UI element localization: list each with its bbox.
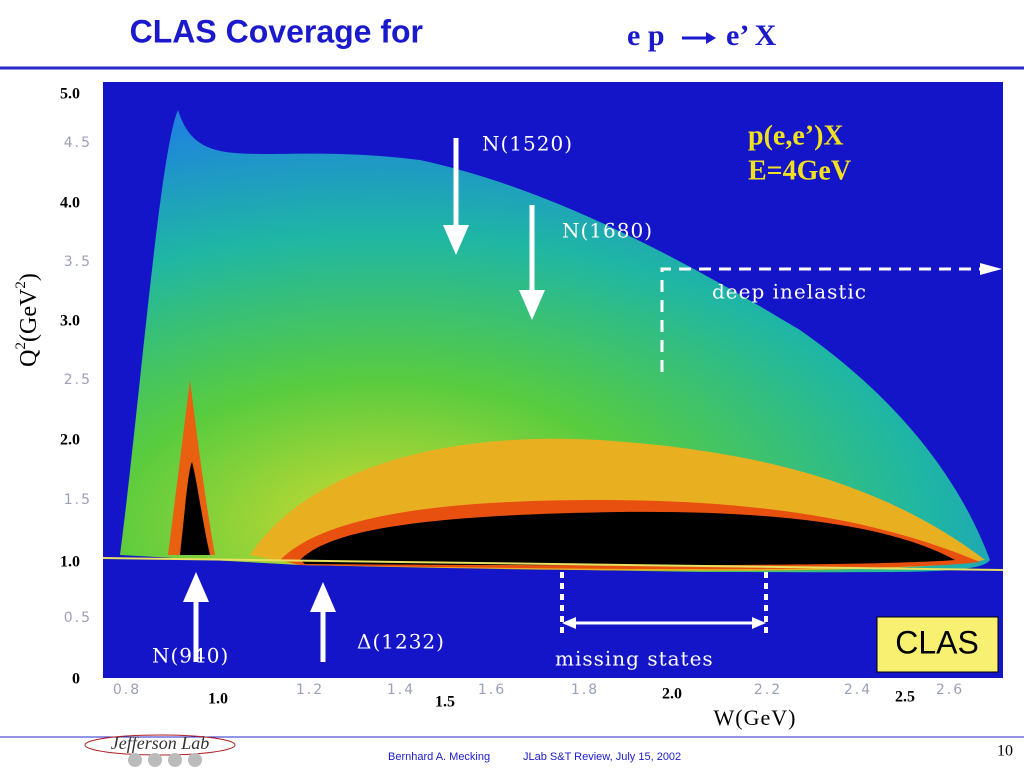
title: CLAS Coverage for bbox=[130, 13, 423, 49]
x-tick-label: 0.8 bbox=[113, 682, 141, 698]
annotation: N(1520) bbox=[482, 132, 573, 156]
x-tick-label: 1.6 bbox=[478, 682, 506, 698]
clas-box bbox=[876, 616, 999, 673]
annotation: Δ(1232) bbox=[357, 630, 445, 654]
arrow-head bbox=[310, 582, 336, 612]
heatmap-n940-black bbox=[180, 462, 210, 555]
ticks: 5.0 4.0 3.0 2.0 1.0 0 4.5 3.5 2.5 1.5 0.5 0.8 1.2 1.4… bbox=[60, 86, 964, 711]
y-tick-label: 1.5 bbox=[64, 492, 92, 508]
x-tick-label: 1.5 bbox=[435, 694, 455, 711]
y-label-part: Q bbox=[16, 349, 42, 366]
arrow-head bbox=[183, 572, 209, 602]
annotation: deep inelastic bbox=[712, 280, 867, 304]
y-tick-label: 0.5 bbox=[64, 610, 92, 626]
y-tick-label: 2.0 bbox=[60, 432, 80, 449]
annotation: p(e,e’)X bbox=[748, 120, 844, 151]
title-reaction-right: e’ X bbox=[726, 19, 777, 52]
x-tick-label: 1.8 bbox=[571, 682, 599, 698]
y-tick-label: 0 bbox=[72, 671, 80, 688]
logo-swoosh bbox=[84, 734, 236, 756]
x-tick-label: 1.2 bbox=[296, 682, 324, 698]
x-tick-label: 2.2 bbox=[754, 682, 782, 698]
y-tick-label: 1.0 bbox=[60, 554, 80, 571]
arrow-head bbox=[980, 263, 1002, 275]
arrow-head bbox=[562, 617, 576, 629]
arrow-head bbox=[519, 290, 545, 320]
y-tick-label: 2.5 bbox=[64, 372, 92, 388]
x-axis-label: W(GeV) bbox=[714, 705, 797, 730]
footer-event: JLab S&T Review, July 15, 2002 bbox=[523, 751, 681, 763]
x-tick-label: 2.6 bbox=[936, 682, 964, 698]
annotation: missing states bbox=[555, 647, 714, 671]
y-label-part: 2 bbox=[13, 342, 29, 350]
x-tick-label: 1.4 bbox=[387, 682, 415, 698]
y-tick-label: 5.0 bbox=[60, 86, 80, 103]
page-number: 10 bbox=[997, 743, 1013, 760]
annotation: E=4GeV bbox=[748, 155, 851, 186]
threshold-line bbox=[102, 557, 1004, 571]
logo: Jefferson Lab bbox=[111, 733, 210, 753]
x-tick-label: 1.0 bbox=[208, 691, 228, 708]
heatmap-envelope bbox=[120, 110, 990, 573]
x-tick-label: 2.0 bbox=[662, 686, 682, 703]
title-arrow-head bbox=[706, 32, 716, 44]
annotation: N(1680) bbox=[562, 219, 653, 243]
y-tick-label: 3.0 bbox=[60, 313, 80, 330]
x-tick-label: 2.4 bbox=[844, 682, 872, 698]
logo-balls bbox=[128, 753, 202, 767]
y-label-part: 2 bbox=[13, 281, 29, 289]
y-axis-label: Q2(GeV2) bbox=[13, 273, 41, 367]
arrow-head bbox=[443, 225, 469, 255]
clas-label: CLAS bbox=[895, 624, 979, 660]
arrow-head bbox=[752, 617, 766, 629]
y-tick-label: 4.5 bbox=[64, 135, 92, 151]
annotation: N(940) bbox=[152, 644, 229, 668]
y-label-part: ) bbox=[16, 273, 42, 281]
dashed-boundary bbox=[660, 267, 985, 372]
heatmap-black bbox=[300, 511, 955, 566]
y-label-part: (GeV bbox=[16, 288, 42, 342]
y-tick-label: 3.5 bbox=[64, 254, 92, 270]
footer-author: Bernhard A. Mecking bbox=[388, 751, 490, 763]
y-tick-label: 4.0 bbox=[60, 195, 80, 212]
title-reaction-left: e p bbox=[627, 19, 665, 52]
x-tick-label: 2.5 bbox=[895, 689, 915, 706]
